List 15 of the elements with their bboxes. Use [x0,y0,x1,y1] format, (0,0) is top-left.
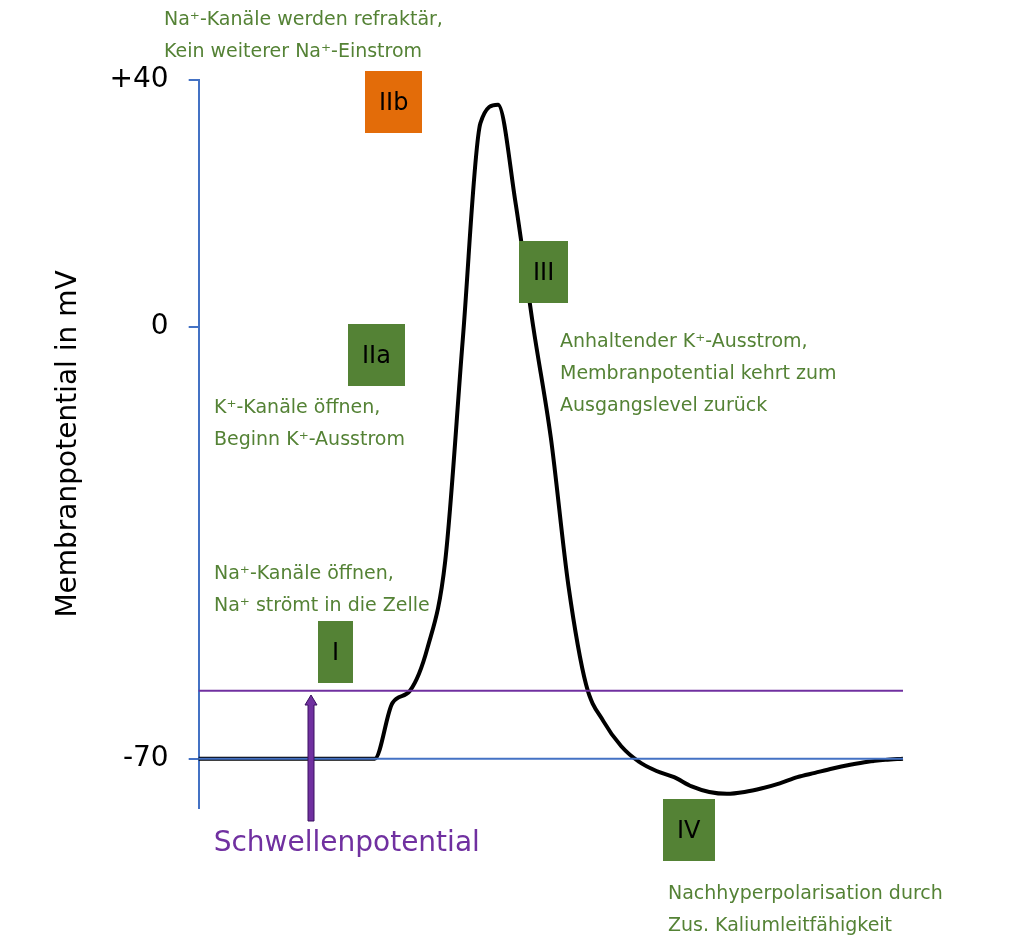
y-axis-title: Membranpotential in mV [50,270,84,618]
y-tick-label: -70 [122,739,169,773]
text: Nachhyperpolarisation durch Zus. Kaliumleitfähigkeit [668,880,943,936]
annotation: I [318,621,354,683]
ref-line-label: Schwellenpotential [213,825,480,859]
annotation: III [519,241,569,303]
y-tick-label: +40 [109,61,169,95]
y-tick-label: 0 [150,308,169,342]
annotation: Anhaltender K⁺-Ausstrom, Membranpotential kehrt zum Ausgangslevel zurück [560,328,837,417]
annotation: Na⁺-Kanäle öffnen, Na⁺ strömt in die Zelle [214,560,430,617]
annotation: K⁺-Kanäle öffnen, Beginn K⁺-Ausstrom [214,394,405,451]
text: IV [663,799,715,861]
annotation: IIb [365,71,423,133]
text: Na⁺-Kanäle werden refraktär, Kein weiterer Na⁺-Einstrom [164,7,443,61]
annotation: IIa [348,324,405,386]
